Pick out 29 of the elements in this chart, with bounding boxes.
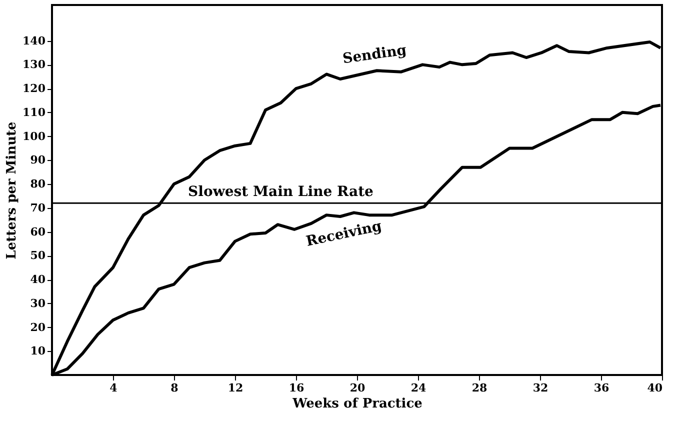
x-axis-title: Weeks of Practice [292, 396, 422, 412]
x-tick-label: 20 [350, 382, 366, 394]
x-tick-label: 40 [647, 382, 663, 394]
text: Sending [342, 42, 408, 68]
y-tick-label: 20 [30, 320, 46, 334]
x-tick-label: 16 [288, 382, 304, 394]
y-tick-label: 10 [30, 344, 46, 358]
y-tick-label: 60 [30, 225, 46, 238]
text: Receiving [304, 218, 384, 250]
x-tick-label: 28 [472, 382, 488, 394]
y-tick-label: 50 [30, 249, 46, 262]
y-tick-label: 90 [30, 154, 46, 167]
ref-line-label: Slowest Main Line Rate [188, 184, 374, 200]
x-tick-label: 4 [110, 382, 118, 394]
x-tick-label: 24 [410, 382, 426, 394]
x-tick-label: 12 [228, 382, 244, 394]
x-tick-label: 36 [594, 382, 610, 394]
x-tick-label: 8 [170, 382, 179, 394]
y-tick-label: 40 [30, 273, 46, 286]
y-tick-label: 70 [30, 201, 46, 214]
x-tick-label: 32 [532, 382, 548, 394]
y-tick-label: 30 [30, 296, 46, 310]
y-tick-label: 130 [22, 58, 46, 72]
y-axis-title: Letters per Minute [4, 122, 20, 260]
y-tick-label: 140 [22, 34, 46, 48]
y-tick-label: 80 [30, 178, 46, 191]
y-tick-label: 110 [22, 106, 46, 119]
y-tick-label: 100 [22, 130, 46, 143]
y-tick-label: 120 [22, 82, 46, 96]
